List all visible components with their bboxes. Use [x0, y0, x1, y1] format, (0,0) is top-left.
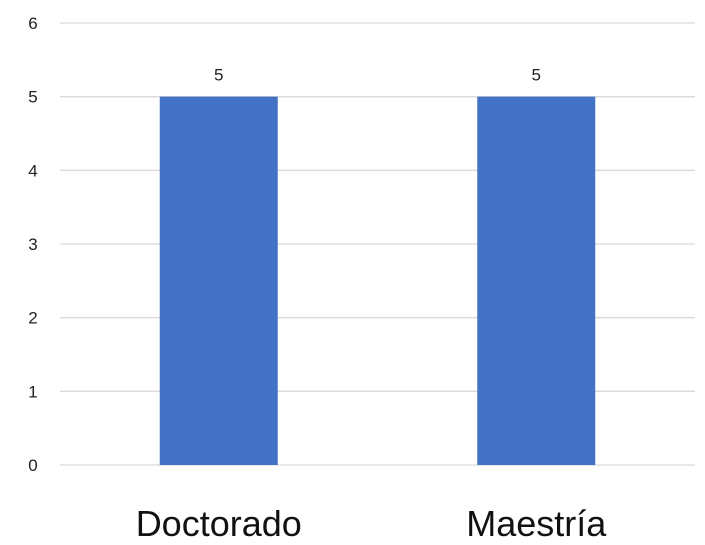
y-axis: 0 1 2 3 4 5 6 [28, 14, 37, 475]
bar [159, 96, 278, 466]
data-label: 5 [214, 66, 223, 85]
y-tick-label: 5 [28, 88, 37, 107]
y-tick-label: 0 [28, 456, 37, 475]
x-tick-label: Doctorado [136, 503, 302, 544]
data-label: 5 [532, 66, 541, 85]
gridlines [60, 22, 695, 466]
y-tick-label: 4 [28, 161, 37, 180]
bars [159, 96, 596, 466]
y-tick-label: 3 [28, 235, 37, 254]
x-tick-label: Maestría [466, 503, 607, 544]
y-tick-label: 1 [28, 382, 37, 401]
bar [477, 96, 596, 466]
y-tick-label: 2 [28, 309, 37, 328]
x-axis: Doctorado Maestría [136, 503, 608, 544]
y-tick-label: 6 [28, 14, 37, 33]
